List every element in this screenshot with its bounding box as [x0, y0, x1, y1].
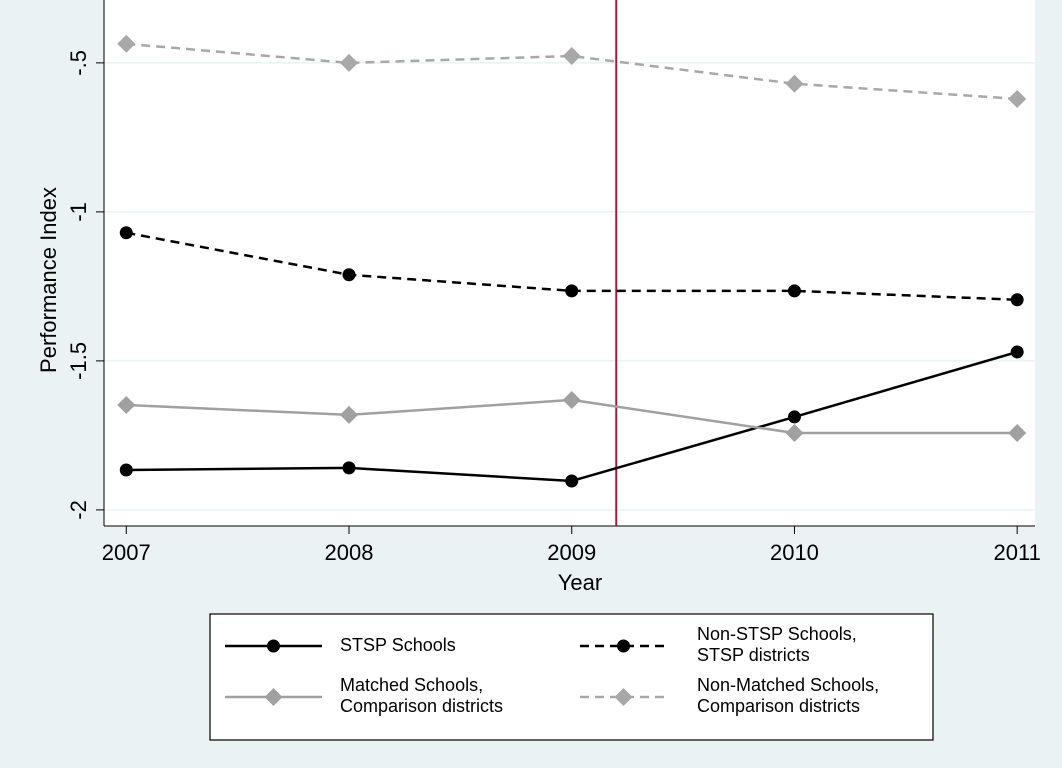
point	[1008, 89, 1027, 108]
legend-marker	[264, 688, 283, 706]
point	[1008, 424, 1027, 443]
point	[562, 390, 581, 409]
y-tick-label: -.5	[66, 50, 91, 76]
x-tick-label: 2011	[994, 540, 1041, 565]
point	[785, 74, 804, 93]
legend-label: Matched Schools, Comparison districts	[340, 675, 503, 716]
x-tick-label: 2008	[325, 540, 374, 565]
point	[565, 474, 579, 488]
legend-marker	[617, 639, 630, 653]
point	[1010, 293, 1024, 307]
plot-area	[104, 0, 1035, 526]
point	[117, 396, 136, 415]
point	[562, 47, 581, 66]
point	[119, 463, 133, 477]
legend-marker	[267, 639, 280, 653]
point	[787, 284, 801, 298]
point	[340, 405, 358, 424]
point	[785, 424, 804, 443]
series-line	[126, 231, 1018, 302]
point	[1010, 345, 1024, 359]
point	[787, 410, 801, 424]
y-tick-label: -2	[66, 500, 91, 520]
legend-label: Non-STSP Schools, STSP districts	[697, 624, 862, 665]
x-tick-label: 2007	[102, 540, 151, 565]
legend-label: Non-Matched Schools, Comparison district…	[697, 675, 884, 716]
point	[117, 34, 136, 53]
y-tick-label: -1.5	[66, 342, 91, 380]
x-tick-label: 2010	[770, 540, 819, 565]
y-tick-label: -1	[66, 202, 91, 222]
x-tick-label: 2009	[547, 540, 596, 565]
point	[342, 461, 356, 475]
x-axis-label: Year	[558, 570, 602, 595]
point	[119, 226, 133, 240]
legend	[209, 613, 934, 741]
legend-label: STSP Schools	[340, 635, 456, 655]
point	[565, 284, 579, 298]
y-axis-label: Performance Index	[36, 187, 61, 373]
legend-marker	[614, 688, 633, 706]
point	[340, 53, 358, 72]
point	[342, 268, 356, 282]
